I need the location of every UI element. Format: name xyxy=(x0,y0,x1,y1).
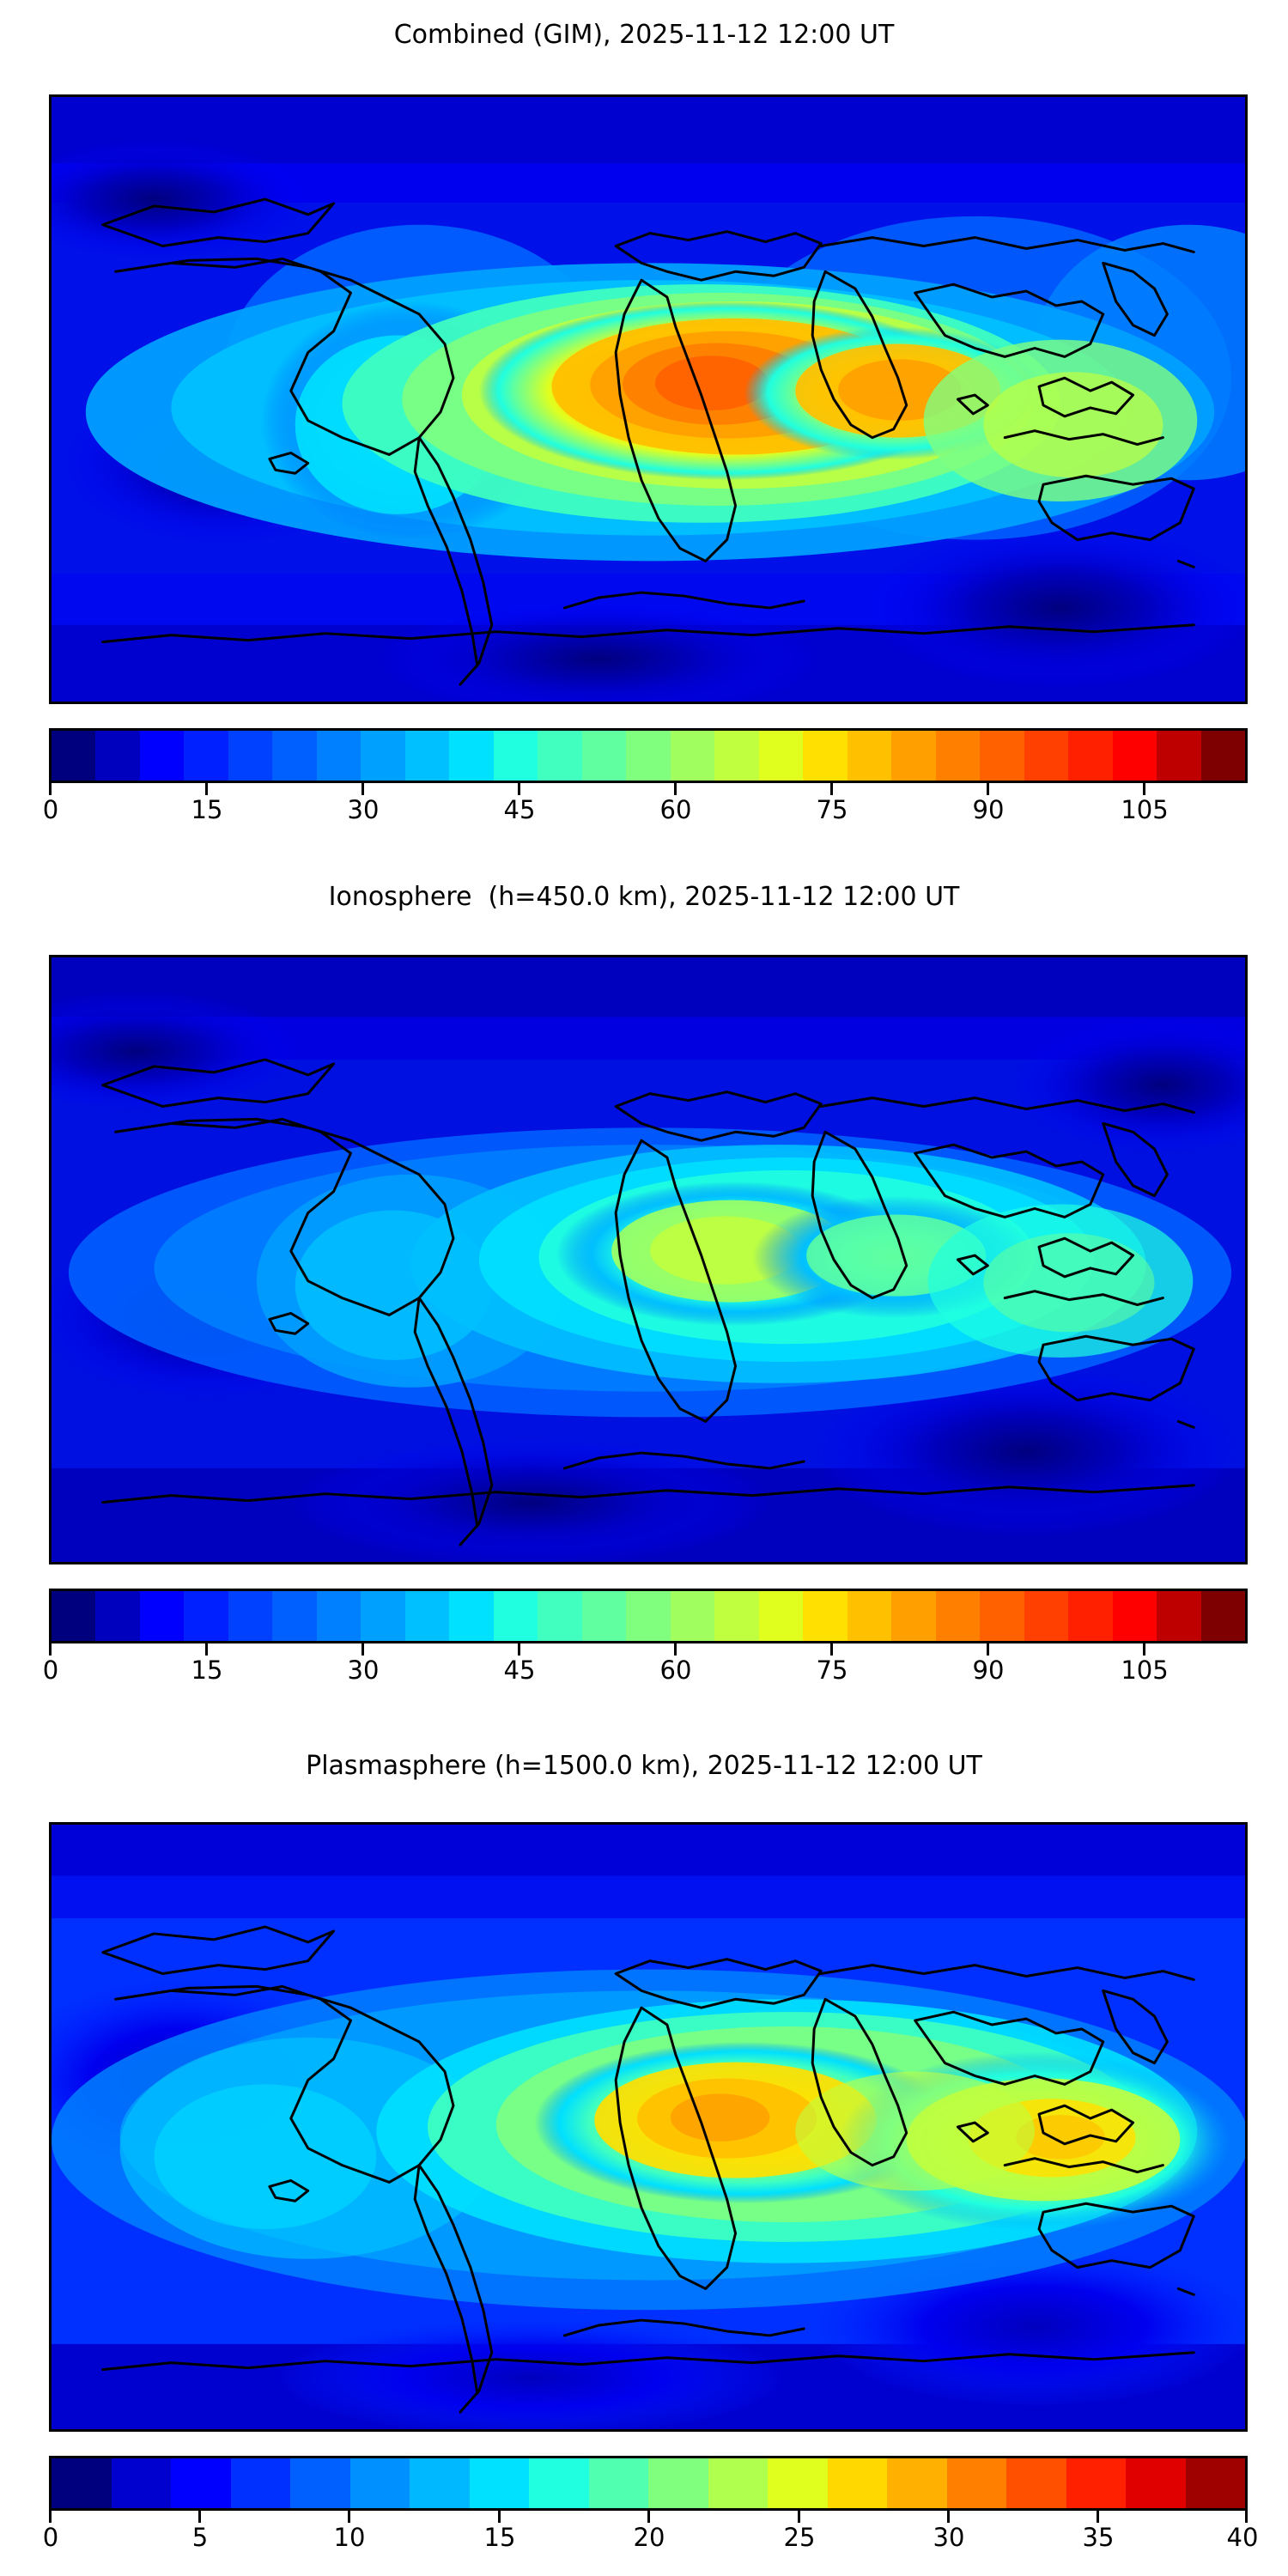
colorbar-tick-label: 90 xyxy=(972,795,1005,824)
colorbar-tick-label: 75 xyxy=(816,1656,848,1685)
colorbar-ticks-plasmasphere xyxy=(49,2511,1248,2523)
map-canvas-ionosphere xyxy=(52,957,1245,1562)
colorbar-gradient-ionosphere xyxy=(49,1589,1248,1643)
colorbar-tick-label: 15 xyxy=(191,795,223,824)
colorbar-tick-label: 105 xyxy=(1121,795,1169,824)
map-canvas-plasmasphere xyxy=(52,1825,1245,2429)
colorbar-tick-label: 60 xyxy=(659,1656,692,1685)
colorbar-tick-label: 20 xyxy=(633,2523,665,2552)
colorbar-labels-ionosphere: 0 15 30 45 60 75 90 105 xyxy=(43,1656,1248,1690)
colorbar-ionosphere: 0 15 30 45 60 75 90 105 xyxy=(43,1589,1248,1690)
colorbar-tick-label: 25 xyxy=(783,2523,816,2552)
colorbar-labels-plasmasphere: 0 5 10 15 20 25 30 35 40 xyxy=(43,2523,1259,2557)
colorbar-ticks-combined-gim xyxy=(49,783,1248,795)
colorbar-tick-label: 45 xyxy=(503,1656,536,1685)
map-ionosphere xyxy=(49,955,1248,1564)
colorbar-tick-label: 35 xyxy=(1082,2523,1115,2552)
colorbar-tick-label: 15 xyxy=(483,2523,516,2552)
colorbar-gradient-combined-gim xyxy=(49,728,1248,783)
colorbar-tick-label: 75 xyxy=(816,795,848,824)
colorbar-tick-label: 30 xyxy=(347,795,380,824)
colorbar-tick-label: 5 xyxy=(191,2523,209,2552)
map-plasmasphere xyxy=(49,1822,1248,2432)
colorbar-tick-label: 10 xyxy=(333,2523,366,2552)
colorbar-tick-label: 15 xyxy=(191,1656,223,1685)
colorbar-tick-label: 30 xyxy=(933,2523,965,2552)
colorbar-tick-label: 0 xyxy=(42,1656,59,1685)
map-combined-gim xyxy=(49,94,1248,704)
colorbar-tick-label: 60 xyxy=(659,795,692,824)
colorbar-tick-label: 40 xyxy=(1226,2523,1259,2552)
colorbar-plasmasphere: 0 5 10 15 20 25 30 35 40 xyxy=(43,2456,1259,2557)
colorbar-combined-gim: 0 15 30 45 60 75 90 105 xyxy=(43,728,1248,829)
panel-title-ionosphere: Ionosphere (h=450.0 km), 2025-11-12 12:0… xyxy=(328,882,960,912)
colorbar-tick-label: 90 xyxy=(972,1656,1005,1685)
colorbar-tick-label: 105 xyxy=(1121,1656,1169,1685)
panel-title-combined-gim: Combined (GIM), 2025-11-12 12:00 UT xyxy=(393,20,895,50)
panel-combined-gim: Combined (GIM), 2025-11-12 12:00 UT xyxy=(0,0,1288,859)
map-canvas-combined-gim xyxy=(52,97,1245,702)
colorbar-tick-label: 0 xyxy=(42,795,59,824)
panel-ionosphere: Ionosphere (h=450.0 km), 2025-11-12 12:0… xyxy=(0,859,1288,1726)
colorbar-labels-combined-gim: 0 15 30 45 60 75 90 105 xyxy=(43,795,1248,829)
colorbar-tick-label: 45 xyxy=(503,795,536,824)
colorbar-ticks-ionosphere xyxy=(49,1643,1248,1656)
panel-title-plasmasphere: Plasmasphere (h=1500.0 km), 2025-11-12 1… xyxy=(306,1751,982,1781)
colorbar-tick-label: 30 xyxy=(347,1656,380,1685)
panel-plasmasphere: Plasmasphere (h=1500.0 km), 2025-11-12 1… xyxy=(0,1726,1288,2576)
colorbar-gradient-plasmasphere xyxy=(49,2456,1248,2511)
colorbar-tick-label: 0 xyxy=(42,2523,59,2552)
